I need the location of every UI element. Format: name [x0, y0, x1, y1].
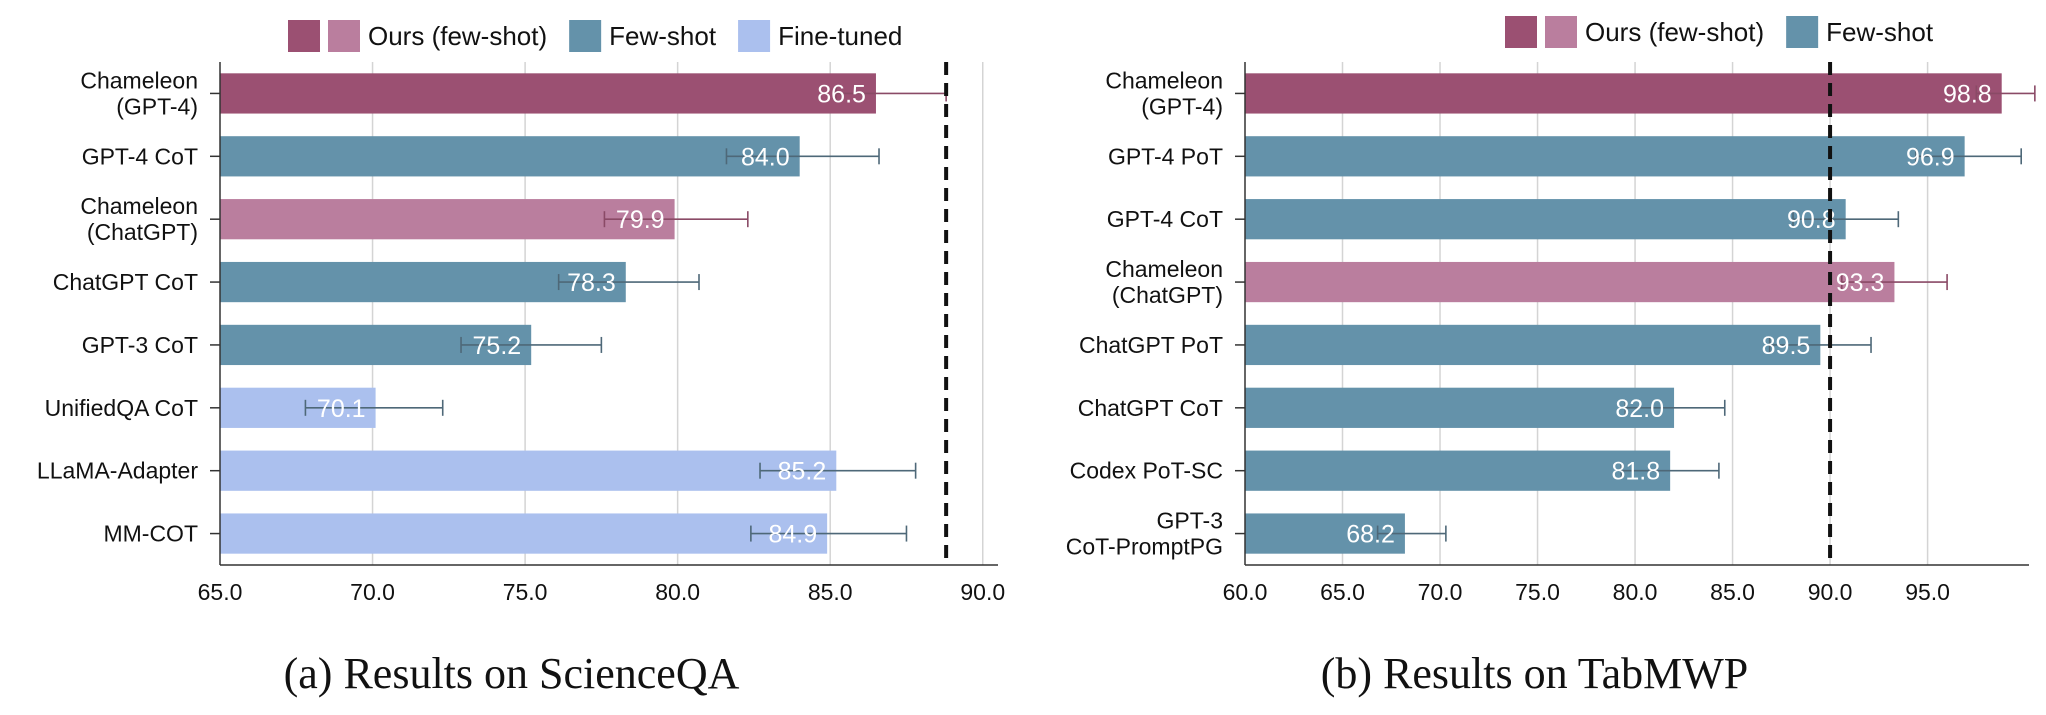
- legend-swatch: [288, 20, 320, 52]
- legend-label: Ours (few-shot): [1585, 17, 1764, 47]
- bar-value-label: 84.0: [741, 143, 790, 171]
- x-tick-label: 80.0: [1613, 579, 1658, 605]
- bar: [1245, 324, 1821, 366]
- legend-swatch: [1505, 16, 1537, 48]
- bar-value-label: 93.3: [1836, 269, 1885, 297]
- bar-value-label: 89.5: [1762, 332, 1811, 360]
- x-tick-label: 85.0: [808, 579, 853, 605]
- bar-value-label: 75.2: [473, 332, 522, 360]
- category-label: LLaMA-Adapter: [37, 458, 198, 484]
- category-label: Chameleon (GPT-4): [80, 67, 198, 119]
- x-tick-label: 75.0: [503, 579, 548, 605]
- x-tick-label: 85.0: [1710, 579, 1755, 605]
- legend-label: Few-shot: [1826, 17, 1934, 47]
- tabmwp-caption: (b) Results on TabMWP: [1320, 649, 1749, 698]
- bar: [220, 199, 675, 240]
- legend-swatch: [1786, 16, 1819, 48]
- tabmwp-bar-chart: 98.8 Chameleon (GPT-4) 96.9 GPT-4 PoT 90.8 GPT…: [1066, 16, 2036, 605]
- x-tick-label: 70.0: [350, 579, 395, 605]
- x-tick-label: 90.0: [1808, 579, 1853, 605]
- bar: [1245, 136, 1965, 177]
- x-tick-label: 90.0: [960, 579, 1005, 605]
- x-tick-label: 95.0: [1905, 579, 1950, 605]
- category-label: Chameleon (GPT-4): [1105, 67, 1223, 119]
- scienceqa-bar-chart: 86.5 Chameleon (GPT-4) 84.0 GPT-4 CoT 79.9 Cha…: [37, 20, 1005, 605]
- bar: [220, 450, 837, 491]
- x-tick-label: 70.0: [1418, 579, 1463, 605]
- bar: [1245, 450, 1671, 491]
- bar: [1245, 73, 2002, 114]
- bar: [220, 73, 876, 114]
- category-label: Codex PoT-SC: [1070, 458, 1223, 484]
- x-tick-label: 80.0: [655, 579, 700, 605]
- category-label: GPT-4 CoT: [1107, 206, 1223, 232]
- tabmwp-chart-panel: 98.8 Chameleon (GPT-4) 96.9 GPT-4 PoT 90.8 GPT…: [1023, 0, 2046, 715]
- legend-swatch: [1545, 16, 1577, 48]
- category-label: MM-COT: [103, 521, 198, 547]
- bar: [1245, 261, 1895, 303]
- legend-swatch: [328, 20, 360, 52]
- scienceqa-chart-panel: 86.5 Chameleon (GPT-4) 84.0 GPT-4 CoT 79.9 Cha…: [37, 20, 1005, 698]
- bar-value-label: 78.3: [567, 269, 616, 297]
- x-tick-label: 75.0: [1515, 579, 1560, 605]
- bar-value-label: 96.9: [1906, 143, 1955, 171]
- legend-swatch: [569, 20, 602, 52]
- scienceqa-caption: (a) Results on ScienceQA: [283, 649, 740, 698]
- bar-value-label: 85.2: [778, 458, 827, 486]
- x-tick-label: 60.0: [1223, 579, 1268, 605]
- legend-label: Ours (few-shot): [368, 21, 547, 51]
- bar-value-label: 79.9: [616, 206, 665, 234]
- legend-label: Few-shot: [609, 21, 717, 51]
- category-label: Chameleon (ChatGPT): [80, 193, 198, 245]
- bar-value-label: 86.5: [817, 80, 866, 108]
- category-label: GPT-4 PoT: [1108, 143, 1223, 169]
- category-label: Chameleon (ChatGPT): [1105, 256, 1223, 308]
- bar-value-label: 98.8: [1943, 80, 1992, 108]
- category-label: GPT-4 CoT: [82, 143, 198, 169]
- category-label: ChatGPT CoT: [53, 269, 198, 295]
- bar-value-label: 84.9: [768, 521, 817, 549]
- bar: [1245, 387, 1675, 428]
- bar-value-label: 90.8: [1787, 206, 1836, 234]
- bar: [1245, 199, 1846, 240]
- bar-value-label: 82.0: [1615, 395, 1664, 423]
- category-label: GPT-3 CoT-PromptPG: [1066, 508, 1223, 560]
- category-label: ChatGPT PoT: [1079, 332, 1223, 358]
- x-tick-label: 65.0: [1320, 579, 1365, 605]
- bar-value-label: 70.1: [317, 395, 366, 423]
- legend-swatch: [738, 20, 771, 52]
- bar: [220, 513, 828, 554]
- x-tick-label: 65.0: [198, 579, 243, 605]
- bar: [220, 136, 800, 177]
- category-label: ChatGPT CoT: [1078, 395, 1223, 421]
- bar-value-label: 81.8: [1611, 458, 1660, 486]
- legend-label: Fine-tuned: [778, 21, 902, 51]
- category-label: GPT-3 CoT: [82, 332, 198, 358]
- category-label: UnifiedQA CoT: [45, 395, 198, 421]
- bar-value-label: 68.2: [1346, 521, 1395, 549]
